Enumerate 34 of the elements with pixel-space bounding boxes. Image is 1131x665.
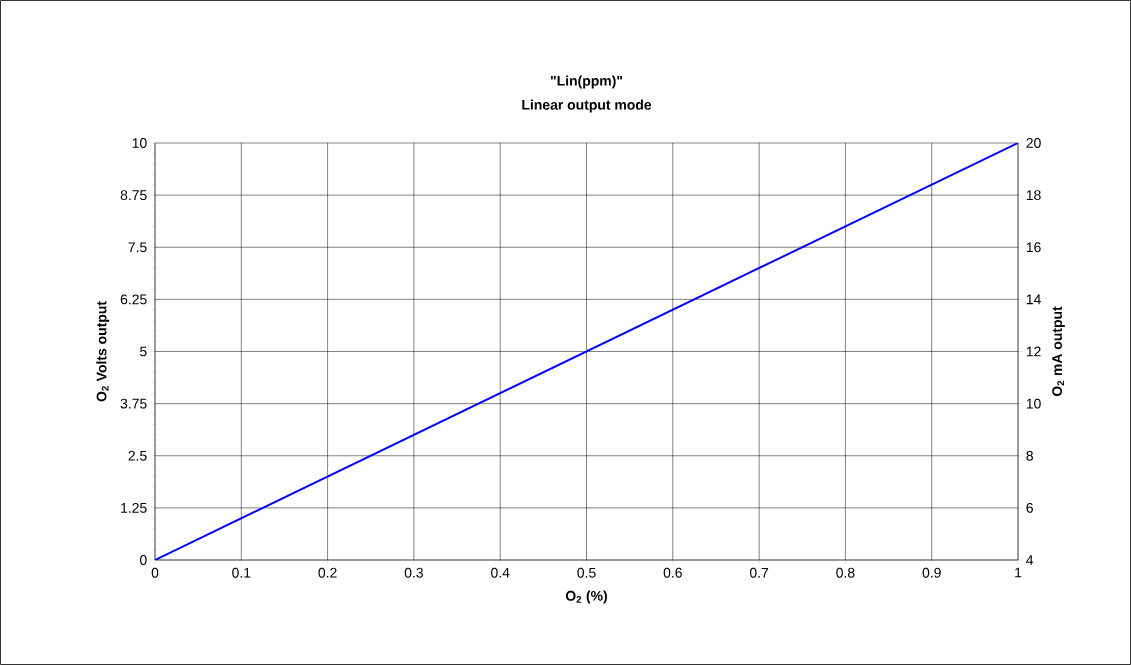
y2-tick-label: 10 bbox=[1026, 398, 1041, 409]
y2-tick-label: 14 bbox=[1026, 294, 1041, 305]
y-tick-label: 3.75 bbox=[120, 398, 147, 409]
y-tick-label: 6.25 bbox=[120, 294, 147, 305]
x-tick-label: 0.7 bbox=[749, 567, 769, 578]
chart-subtitle: Linear output mode bbox=[522, 99, 652, 113]
y-tick-label: 5 bbox=[140, 346, 147, 357]
y2-tick-label: 20 bbox=[1026, 138, 1041, 148]
x-tick-label: 0.1 bbox=[232, 567, 251, 578]
x-tick-label: 0 bbox=[151, 567, 159, 578]
x-tick-label: 0.5 bbox=[577, 567, 596, 578]
y2-tick-label: 16 bbox=[1026, 242, 1041, 253]
x-tick-label: 0.6 bbox=[663, 567, 682, 578]
y-tick-label: 2.5 bbox=[128, 450, 147, 461]
x-tick-label: 0.4 bbox=[491, 567, 510, 578]
y-axis-title: O$_{2}$ Volts output bbox=[96, 301, 110, 402]
y-tick-label: 8.75 bbox=[120, 190, 147, 201]
x-axis-title: O$_{2}$ (%) bbox=[565, 590, 607, 604]
y2-tick-label: 12 bbox=[1026, 346, 1041, 357]
x-tick-label: 0.8 bbox=[836, 567, 855, 578]
x-tick-label: 1 bbox=[1015, 567, 1022, 578]
y-tick-label: 7.5 bbox=[128, 242, 147, 253]
x-tick-label: 0.2 bbox=[318, 567, 337, 578]
x-tick-label: 0.3 bbox=[404, 567, 423, 578]
y2-axis-title: O$_{2}$ mA output bbox=[1052, 306, 1065, 397]
y-tick-label: 1.25 bbox=[121, 502, 147, 513]
y2-tick-label: 8 bbox=[1026, 450, 1033, 461]
y2-tick-label: 18 bbox=[1026, 190, 1041, 201]
y2-tick-label: 4 bbox=[1026, 555, 1034, 565]
y-tick-label: 10 bbox=[132, 138, 147, 148]
y-tick-label: 0 bbox=[140, 555, 147, 565]
x-tick-label: 0.9 bbox=[922, 567, 941, 578]
y2-tick-label: 6 bbox=[1026, 502, 1033, 513]
chart-title: "Lin(ppm)" bbox=[550, 75, 623, 89]
